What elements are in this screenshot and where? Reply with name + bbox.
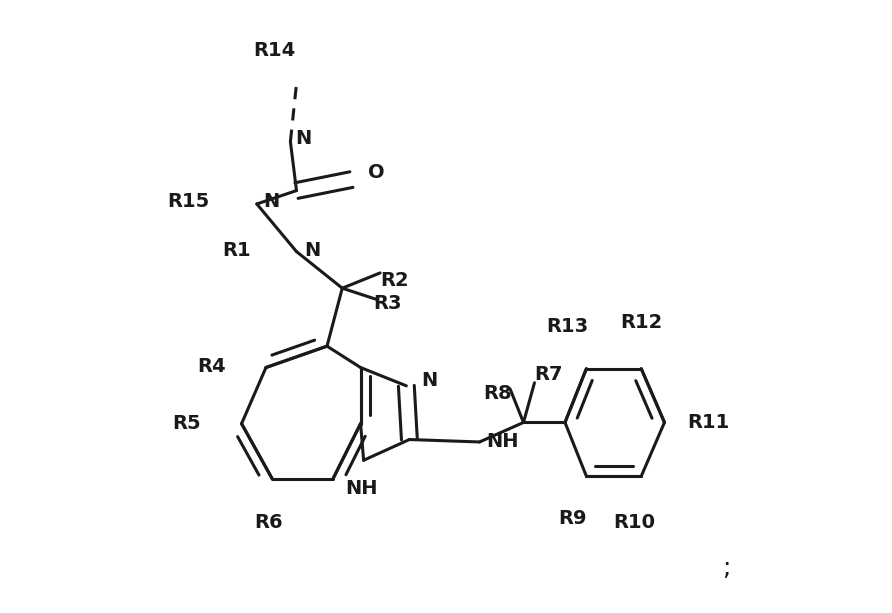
Text: R11: R11 [687,413,730,432]
Text: R4: R4 [198,357,227,376]
Text: O: O [368,162,384,181]
Text: R13: R13 [546,317,588,336]
Text: R6: R6 [255,512,284,531]
Text: R10: R10 [613,512,655,531]
Text: N: N [263,192,279,211]
Text: R14: R14 [252,40,295,59]
Text: R3: R3 [373,294,401,313]
Text: R8: R8 [483,384,512,403]
Text: R15: R15 [167,192,210,211]
Text: R1: R1 [222,241,251,260]
Text: R5: R5 [172,414,201,433]
Text: R9: R9 [558,509,587,528]
Text: N: N [295,129,311,148]
Text: R12: R12 [620,313,663,332]
Text: N: N [304,241,321,260]
Text: N: N [422,371,438,390]
Text: R7: R7 [534,365,563,384]
Text: NH: NH [486,432,519,451]
Text: NH: NH [345,479,378,498]
Text: ;: ; [723,555,731,580]
Text: R2: R2 [380,272,409,291]
